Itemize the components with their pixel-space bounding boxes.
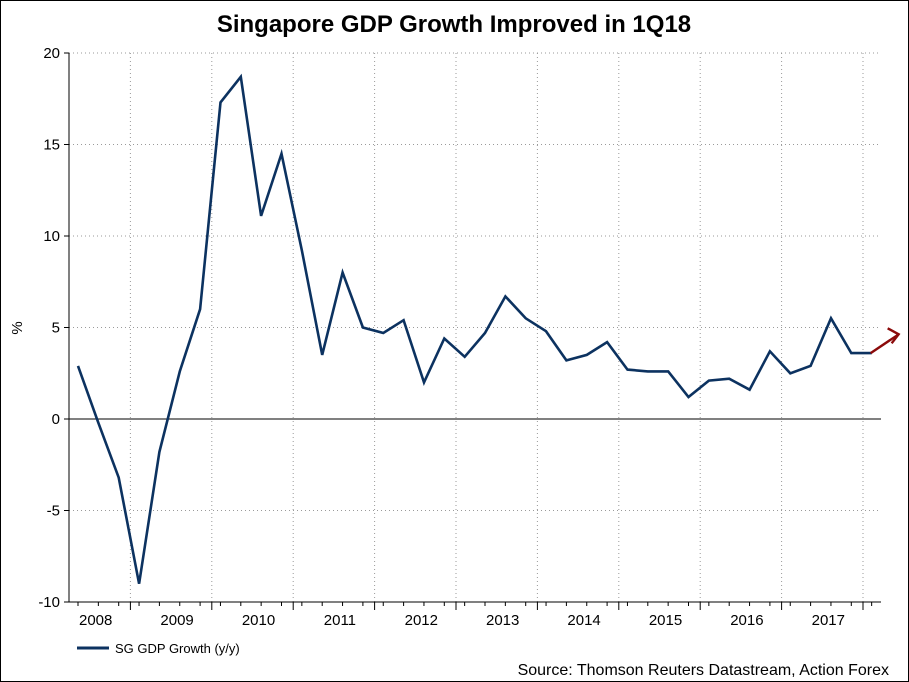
trend-arrow-shaft — [869, 333, 900, 355]
x-tick-label: 2014 — [567, 612, 600, 629]
trend-arrow-head — [887, 327, 901, 345]
y-tick-labels: -10 -5 0 5 10 15 20 — [38, 45, 60, 611]
y-axis-label: % — [9, 321, 26, 334]
x-tick-label: 2016 — [730, 612, 763, 629]
y-tick-label: 0 — [52, 411, 60, 428]
y-tick-label: 15 — [43, 137, 60, 154]
x-tick-label: 2009 — [160, 612, 193, 629]
x-tick-label: 2011 — [324, 612, 356, 629]
legend-label: SG GDP Growth (y/y) — [115, 641, 240, 656]
series-layer — [76, 73, 872, 584]
y-tick-label: 20 — [43, 45, 60, 62]
gridlines — [69, 52, 881, 602]
legend: SG GDP Growth (y/y) — [77, 641, 240, 656]
chart-title: Singapore GDP Growth Improved in 1Q18 — [217, 11, 691, 38]
y-tick-label: 10 — [43, 228, 60, 245]
x-tick-labels: 2008 2009 2010 2011 2012 2013 2014 2015 2016 2017 — [79, 612, 845, 629]
annotation-layer — [869, 327, 901, 355]
y-tick-label: 5 — [52, 320, 60, 337]
axes — [64, 52, 881, 610]
x-tick-label: 2010 — [242, 612, 275, 629]
x-tick-label: 2017 — [812, 612, 845, 629]
y-tick-label: -5 — [47, 503, 60, 520]
series-line-sg-gdp-growth — [76, 73, 872, 584]
x-tick-label: 2008 — [79, 612, 112, 629]
x-tick-label: 2012 — [405, 612, 438, 629]
x-tick-label: 2013 — [486, 612, 519, 629]
source-note: Source: Thomson Reuters Datastream, Acti… — [518, 662, 889, 679]
x-tick-label: 2015 — [649, 612, 682, 629]
y-tick-label: -10 — [38, 594, 60, 611]
